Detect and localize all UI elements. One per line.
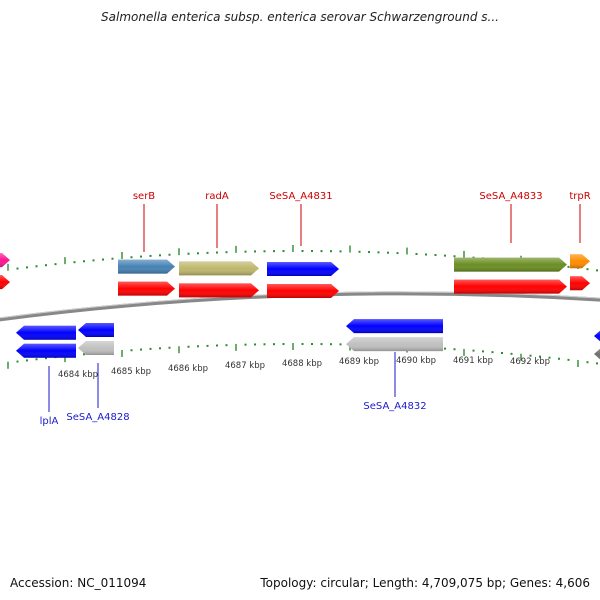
feature-arrow-shading [346,319,443,334]
scale-label: 4688 kbp [282,359,322,369]
feature-arrow-shading [267,283,339,298]
gene-label[interactable]: SeSA_A4833 [479,191,542,202]
genome-summary: Topology: circular; Length: 4,709,075 bp… [260,576,590,590]
feature-arrow-shading [594,330,600,342]
feature-arrow-shading [78,341,114,356]
map-title: Salmonella enterica subsp. enterica sero… [101,10,499,24]
gene-label[interactable]: SeSA_A4832 [363,401,426,412]
scale-label: 4684 kbp [58,370,98,380]
feature-layer [0,253,600,360]
scale-label: 4689 kbp [339,357,379,367]
gene-label[interactable]: serB [133,191,155,202]
accession-label: Accession: NC_011094 [10,576,147,590]
feature-arrow-shading [454,257,567,272]
feature-arrow-shading [179,283,259,298]
feature-arrow-shading [570,254,590,269]
feature-arrow-shading [267,261,339,276]
feature-arrow-shading [78,323,114,338]
scale-label: 4691 kbp [453,356,493,366]
gene-label[interactable]: SeSA_A4828 [66,412,129,423]
scale-label: 4686 kbp [168,364,208,374]
gene-label[interactable]: trpR [569,191,590,202]
feature-arrow-shading [454,279,567,294]
gene-label[interactable]: radA [205,191,229,202]
scale-label: 4687 kbp [225,361,265,371]
scale-label: 4690 kbp [396,356,436,366]
feature-arrow-shading [16,343,76,358]
feature-arrow-shading [594,348,600,360]
feature-arrow-shading [16,325,76,340]
gene-label[interactable]: SeSA_A4831 [269,191,332,202]
label-layer: serB radA SeSA_A4831 SeSA_A4833 trpR lplA SeSA… [40,191,591,427]
feature-arrow-shading [118,281,175,296]
gene-label[interactable]: lplA [40,416,59,427]
scale-label: 4685 kbp [111,367,151,377]
feature-arrow-shading [570,276,590,291]
scale-label: 4692 kbp [510,357,550,367]
feature-arrow-shading [0,253,10,268]
feature-arrow-shading [346,337,443,352]
feature-arrow-shading [179,261,259,276]
feature-arrow-shading [118,259,175,274]
feature-arrow-shading [0,275,10,290]
scale-layer: 4684 kbp 4685 kbp 4686 kbp 4687 kbp 4688 kbp… [58,356,550,380]
